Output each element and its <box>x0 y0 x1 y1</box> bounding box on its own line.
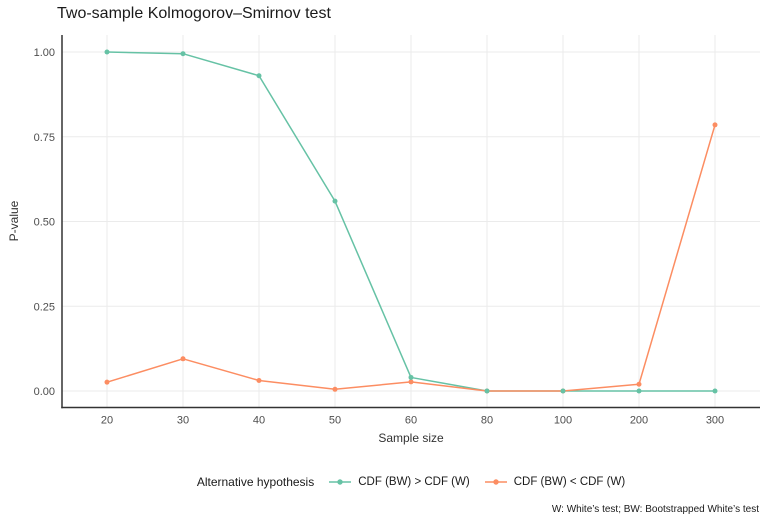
legend-key-line-dot-icon <box>329 479 352 485</box>
y-tick-label: 0.25 <box>34 301 55 313</box>
chart-title: Two-sample Kolmogorov–Smirnov test <box>57 5 331 22</box>
legend-title: Alternative hypothesis <box>196 475 315 489</box>
x-tick-label: 20 <box>101 415 113 427</box>
data-point <box>256 377 262 383</box>
data-point <box>104 379 110 385</box>
x-tick-label: 80 <box>481 415 493 427</box>
legend: Alternative hypothesis CDF (BW) > CDF (W… <box>62 469 760 495</box>
legend-item-greater: CDF (BW) > CDF (W) <box>328 475 470 489</box>
legend-label: CDF (BW) > CDF (W) <box>358 476 470 488</box>
data-point <box>408 374 414 380</box>
data-point <box>484 388 490 394</box>
y-tick-label: 0.00 <box>34 386 55 398</box>
plot-area: 0.00 0.25 0.50 0.75 1.00 20 30 40 50 60 80 100 200 30… <box>34 35 760 427</box>
y-tick-label: 1.00 <box>34 47 55 59</box>
footnote-caption: W: White’s test; BW: Bootstrapped White’… <box>551 504 759 515</box>
x-tick-label: 300 <box>706 415 724 427</box>
x-tick-label: 200 <box>630 415 648 427</box>
y-axis-title: P-value <box>7 200 21 242</box>
x-tick-label: 50 <box>329 415 341 427</box>
x-axis-title: Sample size <box>378 431 444 445</box>
x-tick-label: 40 <box>253 415 265 427</box>
data-point <box>180 51 186 57</box>
legend-item-less: CDF (BW) < CDF (W) <box>484 475 625 489</box>
data-point <box>636 381 642 387</box>
x-tick-label: 100 <box>554 415 572 427</box>
y-tick-label: 0.50 <box>34 217 55 229</box>
data-point <box>332 386 338 392</box>
data-point <box>332 198 338 204</box>
data-point <box>636 388 642 394</box>
x-tick-label: 60 <box>405 415 417 427</box>
data-point <box>104 49 110 55</box>
data-point <box>712 388 718 394</box>
data-point <box>180 356 186 362</box>
x-tick-label: 30 <box>177 415 189 427</box>
data-point <box>560 388 566 394</box>
data-point <box>408 379 414 385</box>
data-point <box>256 73 262 79</box>
legend-label: CDF (BW) < CDF (W) <box>513 476 626 488</box>
legend-key-line-dot-icon <box>484 479 507 485</box>
data-point <box>712 122 718 128</box>
y-tick-label: 0.75 <box>34 132 55 144</box>
